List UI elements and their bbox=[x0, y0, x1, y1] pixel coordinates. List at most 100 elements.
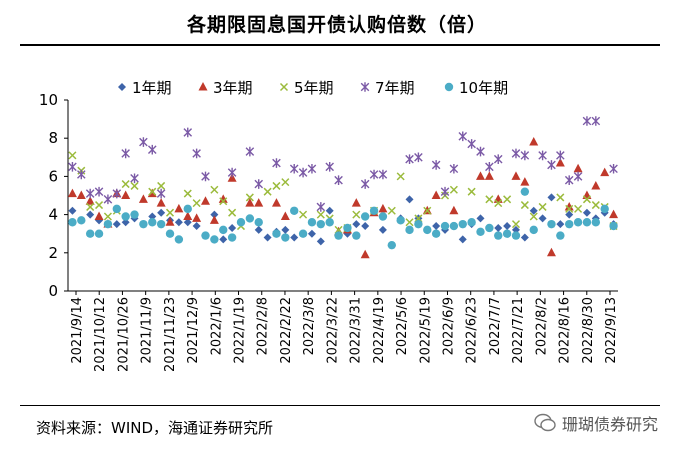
x-tick-label: 2022/6/9 bbox=[441, 297, 456, 355]
point-3y bbox=[254, 198, 264, 207]
point-7y bbox=[254, 179, 264, 189]
point-10y bbox=[423, 225, 432, 235]
point-5y bbox=[299, 210, 308, 219]
point-10y bbox=[94, 229, 104, 238]
point-7y bbox=[183, 127, 193, 138]
legend-marker-10y bbox=[444, 82, 454, 92]
point-3y bbox=[360, 249, 370, 259]
source-note: 资料来源：WIND，海通证券研究所 bbox=[36, 419, 274, 437]
point-10y bbox=[272, 229, 281, 238]
point-7y bbox=[431, 160, 441, 170]
point-7y bbox=[316, 202, 326, 212]
point-3y bbox=[165, 217, 175, 226]
point-5y bbox=[103, 212, 112, 221]
point-5y bbox=[183, 189, 192, 198]
point-3y bbox=[511, 171, 521, 180]
point-10y bbox=[121, 212, 130, 221]
point-1y bbox=[529, 206, 538, 215]
point-10y bbox=[77, 216, 86, 225]
point-1y bbox=[86, 210, 95, 219]
point-7y bbox=[458, 131, 468, 142]
point-10y bbox=[201, 231, 210, 240]
x-tick-label: 2022/3/8 bbox=[302, 297, 317, 355]
point-7y bbox=[573, 171, 583, 182]
point-10y bbox=[556, 231, 565, 240]
x-tick-label: 2021/12/9 bbox=[186, 297, 201, 364]
legend-marker-7y bbox=[360, 82, 370, 92]
point-1y bbox=[378, 225, 387, 234]
x-tick-label: 2022/2/22 bbox=[279, 297, 294, 364]
point-10y bbox=[600, 204, 609, 214]
point-3y bbox=[609, 209, 619, 219]
point-10y bbox=[378, 212, 388, 221]
point-3y bbox=[546, 247, 556, 257]
point-1y bbox=[263, 233, 272, 242]
x-tick-label: 2022/5/6 bbox=[395, 297, 410, 355]
point-7y bbox=[325, 162, 334, 172]
point-3y bbox=[192, 213, 202, 222]
point-1y bbox=[157, 208, 166, 217]
point-3y bbox=[351, 198, 361, 207]
point-3y bbox=[555, 158, 565, 167]
point-1y bbox=[556, 220, 565, 229]
legend-label-7y: 7年期 bbox=[375, 79, 415, 97]
point-1y bbox=[511, 225, 520, 234]
point-1y bbox=[494, 223, 503, 232]
point-5y bbox=[591, 201, 600, 210]
point-3y bbox=[484, 171, 494, 180]
legend-label-10y: 10年期 bbox=[459, 79, 508, 97]
point-1y bbox=[476, 214, 485, 223]
point-3y bbox=[449, 205, 459, 215]
point-10y bbox=[431, 229, 441, 238]
point-10y bbox=[458, 219, 467, 229]
point-3y bbox=[600, 167, 610, 177]
point-5y bbox=[574, 204, 583, 213]
point-1y bbox=[219, 235, 228, 244]
point-7y bbox=[192, 148, 201, 159]
x-tick-label: 2022/8/2 bbox=[534, 297, 549, 355]
point-10y bbox=[529, 225, 538, 235]
point-7y bbox=[476, 146, 485, 157]
y-tick-label: 2 bbox=[48, 244, 58, 262]
point-10y bbox=[387, 240, 396, 250]
watermark: 珊瑚债券研究 bbox=[534, 411, 658, 435]
x-tick-label: 2021/10/12 bbox=[93, 297, 108, 372]
point-7y bbox=[298, 167, 308, 178]
point-5y bbox=[121, 180, 130, 189]
x-tick-label: 2022/7/7 bbox=[488, 297, 503, 355]
point-7y bbox=[582, 116, 592, 126]
legend-label-1y: 1年期 bbox=[132, 79, 172, 97]
point-10y bbox=[307, 218, 317, 227]
point-7y bbox=[130, 173, 139, 184]
point-1y bbox=[307, 229, 316, 238]
point-7y bbox=[112, 188, 122, 199]
point-5y bbox=[520, 201, 529, 210]
point-3y bbox=[245, 198, 255, 207]
point-1y bbox=[432, 222, 441, 231]
point-5y bbox=[485, 195, 494, 204]
point-7y bbox=[334, 175, 343, 186]
point-7y bbox=[245, 146, 255, 157]
bottom-rule bbox=[20, 405, 660, 406]
point-10y bbox=[609, 221, 618, 231]
point-10y bbox=[281, 233, 290, 242]
x-tick-label: 2022/3/31 bbox=[349, 297, 364, 364]
point-5y bbox=[565, 204, 574, 213]
top-rule bbox=[20, 44, 660, 46]
point-10y bbox=[352, 231, 361, 240]
point-10y bbox=[343, 223, 352, 233]
point-3y bbox=[280, 211, 290, 221]
point-5y bbox=[95, 201, 104, 210]
point-1y bbox=[254, 225, 263, 234]
point-3y bbox=[76, 190, 86, 199]
point-3y bbox=[431, 190, 441, 199]
point-5y bbox=[263, 187, 272, 196]
point-7y bbox=[103, 194, 113, 205]
point-5y bbox=[529, 212, 538, 221]
point-10y bbox=[334, 231, 343, 240]
point-10y bbox=[165, 229, 175, 238]
point-7y bbox=[77, 169, 86, 180]
point-1y bbox=[352, 220, 361, 229]
point-7y bbox=[564, 175, 574, 186]
point-10y bbox=[316, 219, 326, 229]
